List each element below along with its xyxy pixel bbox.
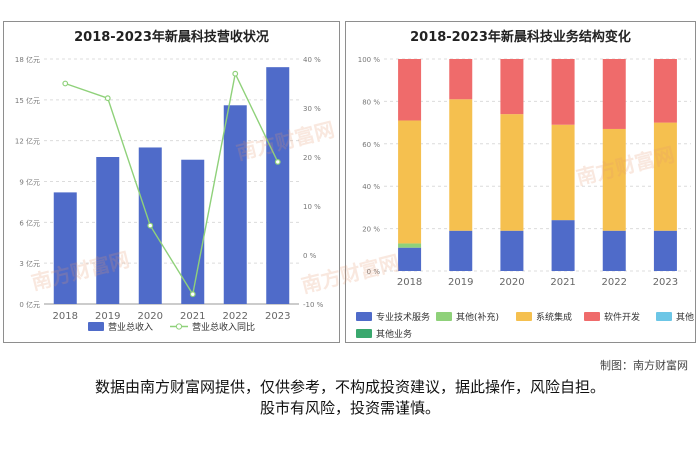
x-tick-label: 2019 [448, 277, 473, 288]
y-tick-label-right: 20 % [303, 154, 321, 162]
y-tick-label-left: 9 亿元 [19, 178, 40, 187]
stack-segment [551, 220, 575, 271]
x-tick-label: 2021 [550, 277, 575, 288]
stack-segment [653, 122, 677, 231]
legend-label: 其他(补充) [456, 311, 499, 323]
disclaimer: 数据由南方财富网提供，仅供参考，不构成投资建议，据此操作，风险自担。 股市有风险… [0, 377, 700, 419]
y-tick-label-right: 30 % [303, 105, 321, 113]
y-tick-label-left: 15 亿元 [15, 96, 40, 105]
revenue-chart: 0 亿元 3 亿元 6 亿元 9 亿元 12 亿元 15 亿元 18 亿元 -10 % 0 % 1… [15, 55, 324, 333]
x-tick-label: 2021 [180, 311, 205, 322]
y-tick-label-right: -10 % [303, 301, 324, 309]
stack-segment [653, 59, 677, 123]
stack-segment [653, 230, 677, 271]
revenue-chart-title: 2018-2023年新晨科技营收状况 [74, 30, 269, 45]
legend-label: 系统集成 [536, 311, 572, 323]
y-tick-label: 20 % [362, 226, 380, 234]
y-tick-label-left: 6 亿元 [19, 218, 40, 227]
y-tick-label-left: 3 亿元 [19, 259, 40, 268]
stack-segment [398, 59, 422, 121]
stack-segment [449, 99, 473, 231]
yoy-line [65, 71, 279, 297]
stack-segment [500, 59, 524, 115]
x-tick-label: 2020 [499, 277, 524, 288]
stack-segment [500, 230, 524, 271]
legend-label: 其他业务 [376, 328, 412, 340]
x-tick-label: 2019 [95, 311, 120, 322]
revenue-bar [223, 105, 247, 305]
y-tick-label: 100 % [358, 56, 381, 64]
disclaimer-line-2: 股市有风险，投资需谨慎。 [259, 399, 440, 417]
yoy-point [189, 291, 196, 298]
x-tick-label: 2020 [138, 311, 163, 322]
legend-swatch [356, 329, 372, 338]
y-tick-label-right: 10 % [303, 203, 321, 211]
yoy-point [147, 222, 154, 229]
legend-swatch-revenue [88, 322, 104, 331]
legend-label-revenue: 营业总收入 [108, 321, 153, 333]
yoy-point [274, 158, 281, 165]
y-tick-label-right: 0 % [303, 252, 317, 260]
stack-segment [551, 124, 575, 221]
legend-swatch [516, 312, 532, 321]
revenue-bar [266, 67, 290, 304]
y-tick-label: 80 % [362, 98, 380, 106]
chart-credit: 制图：南方财富网 [600, 359, 688, 372]
legend-label: 其他 [676, 311, 694, 323]
legend-label-yoy: 营业总收入同比 [192, 321, 255, 333]
legend-swatch [356, 312, 372, 321]
y-tick-label: 0 % [367, 268, 381, 276]
yoy-point [232, 70, 239, 77]
structure-chart: 0 % 20 % 40 % 60 % 80 % 100 % 2018 2019 2020 2021… [356, 56, 694, 340]
x-tick-label: 2023 [653, 277, 678, 288]
stack-segment [602, 59, 626, 129]
stack-segment [602, 230, 626, 271]
revenue-bar [96, 157, 120, 304]
stack-segment [398, 243, 422, 248]
x-tick-label: 2023 [265, 311, 290, 322]
legend-swatch [656, 312, 672, 321]
stack-segment [398, 120, 422, 244]
revenue-chart-panel: 2018-2023年新晨科技营收状况 0 亿元 3 亿元 6 亿元 9 亿元 12 亿元… [3, 21, 340, 343]
legend-label: 专业技术服务 [376, 311, 430, 323]
stack-segment [500, 114, 524, 231]
legend-label: 软件开发 [604, 311, 640, 323]
stack-segment [449, 59, 473, 100]
yoy-point [104, 95, 111, 102]
stack-segment [398, 247, 422, 271]
y-tick-label: 60 % [362, 141, 380, 149]
y-tick-label-left: 0 亿元 [19, 300, 40, 309]
x-tick-label: 2018 [53, 311, 78, 322]
y-tick-label-right: 40 % [303, 56, 321, 64]
x-tick-label: 2018 [397, 277, 422, 288]
structure-chart-title: 2018-2023年新晨科技业务结构变化 [410, 30, 631, 45]
stack-segment [602, 128, 626, 231]
legend-swatch [436, 312, 452, 321]
disclaimer-line-1: 数据由南方财富网提供，仅供参考，不构成投资建议，据此操作，风险自担。 [94, 378, 605, 396]
y-tick-label: 40 % [362, 183, 380, 191]
legend-marker-yoy [175, 323, 183, 330]
yoy-point [62, 80, 69, 87]
revenue-bar [53, 192, 77, 304]
stack-segment [449, 230, 473, 271]
x-tick-label: 2022 [602, 277, 627, 288]
stack-segment [551, 59, 575, 125]
business-structure-chart-panel: 2018-2023年新晨科技业务结构变化 0 % 20 % 40 % 60 % 80 %… [345, 21, 696, 343]
legend-swatch [584, 312, 600, 321]
x-tick-label: 2022 [223, 311, 248, 322]
y-tick-label-left: 18 亿元 [15, 55, 40, 64]
y-tick-label-left: 12 亿元 [15, 137, 40, 146]
